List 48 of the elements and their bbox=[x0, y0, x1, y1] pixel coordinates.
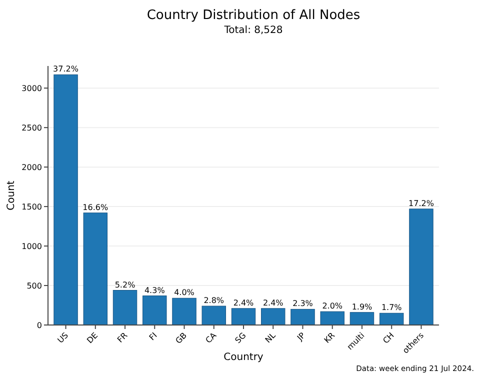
bar bbox=[380, 312, 404, 326]
annotation: 4.3% bbox=[144, 286, 166, 295]
annotation: 1.9% bbox=[352, 302, 373, 312]
y-tick-label: 500 bbox=[26, 281, 42, 290]
annotation: 16.6% bbox=[82, 202, 108, 212]
chart-title: Country Distribution of All Nodes bbox=[146, 8, 360, 23]
bar bbox=[202, 306, 226, 326]
x-tick-label: US bbox=[56, 330, 70, 345]
x-tick-label: JP bbox=[294, 330, 308, 344]
bar bbox=[350, 312, 374, 326]
bar bbox=[409, 208, 434, 326]
bar bbox=[54, 74, 78, 326]
x-tick-label: CH bbox=[381, 330, 396, 346]
x-tick-label: CA bbox=[204, 330, 218, 346]
bar bbox=[231, 308, 256, 326]
bar bbox=[320, 311, 344, 326]
y-tick-label: 0 bbox=[36, 320, 42, 330]
bar bbox=[83, 212, 108, 326]
annotation: 1.7% bbox=[381, 303, 402, 312]
annotation: 2.4% bbox=[233, 298, 254, 308]
y-tick-label: 1000 bbox=[22, 242, 42, 251]
annotation: 37.2% bbox=[53, 64, 79, 74]
y-tick-label: 2000 bbox=[22, 162, 42, 172]
x-tick-label: DE bbox=[85, 330, 100, 346]
x-tick-label: FR bbox=[116, 330, 130, 344]
y-tick-label: 1500 bbox=[22, 202, 42, 212]
annotation: 2.0% bbox=[322, 302, 343, 311]
bar bbox=[112, 290, 138, 326]
y-tick-label: 2500 bbox=[22, 123, 42, 132]
annotation: 2.4% bbox=[262, 298, 284, 308]
annotation: 2.3% bbox=[292, 299, 314, 308]
x-tick-label: NL bbox=[264, 330, 278, 345]
annotation: 17.2% bbox=[408, 198, 434, 208]
x-tick-label: KR bbox=[322, 330, 337, 345]
x-tick-label: FI bbox=[148, 330, 159, 342]
y-axis-title: Count bbox=[6, 180, 17, 210]
bar bbox=[261, 308, 286, 326]
bar bbox=[142, 296, 167, 326]
x-axis-title: Country bbox=[224, 352, 264, 363]
annotation: 4.0% bbox=[174, 288, 195, 298]
x-tick-label: GB bbox=[174, 330, 188, 346]
x-tick-label: SG bbox=[233, 330, 248, 346]
annotation: 2.8% bbox=[204, 296, 224, 306]
y-tick-label: 3000 bbox=[22, 84, 42, 93]
chart-subtitle: Total: 8,528 bbox=[223, 25, 283, 36]
annotation: 5.2% bbox=[114, 280, 136, 290]
bar bbox=[290, 308, 315, 326]
bar bbox=[172, 298, 196, 326]
